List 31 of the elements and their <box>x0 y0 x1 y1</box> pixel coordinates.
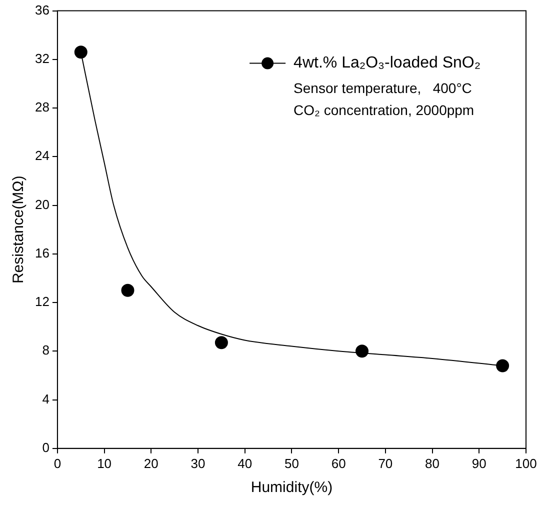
x-tick-label: 100 <box>515 456 537 471</box>
y-tick-label: 0 <box>42 440 50 455</box>
x-tick-label: 50 <box>284 456 299 471</box>
point <box>74 46 88 59</box>
y-tick-label: 32 <box>34 51 50 66</box>
y-tick-label: 4 <box>42 391 50 406</box>
y-tick-label: 8 <box>42 342 50 358</box>
x-tick-label: 80 <box>425 456 440 471</box>
y-tick-label: 20 <box>34 196 50 212</box>
annotation: CO₂ concentration, 2000ppm <box>294 102 474 118</box>
y-axis-title: Resistance(MΩ) <box>10 176 28 284</box>
point <box>356 344 369 358</box>
annotation: Sensor temperature, 400°C <box>294 80 472 96</box>
y-tick-label: 28 <box>34 100 50 115</box>
x-tick-label: 40 <box>238 456 252 471</box>
point <box>121 284 134 297</box>
x-tick-label: 70 <box>378 456 393 471</box>
point <box>496 359 510 372</box>
x-tick-label: 20 <box>144 456 158 471</box>
y-tick-label: 12 <box>34 294 50 310</box>
legend-label: 4wt.% La₂O₃-loaded SnO₂ <box>294 54 481 72</box>
y-tick-label: 24 <box>34 148 50 164</box>
x-tick-label: 0 <box>54 456 62 471</box>
x-tick-label: 30 <box>190 456 206 471</box>
point <box>214 336 228 350</box>
x-tick-label: 90 <box>472 456 486 471</box>
x-axis-title: Humidity(%) <box>250 479 333 496</box>
y-tick-label: 36 <box>34 2 50 18</box>
x-tick-label: 10 <box>97 456 112 471</box>
y-tick-label: 16 <box>34 245 50 260</box>
x-tick-label: 60 <box>331 456 346 471</box>
